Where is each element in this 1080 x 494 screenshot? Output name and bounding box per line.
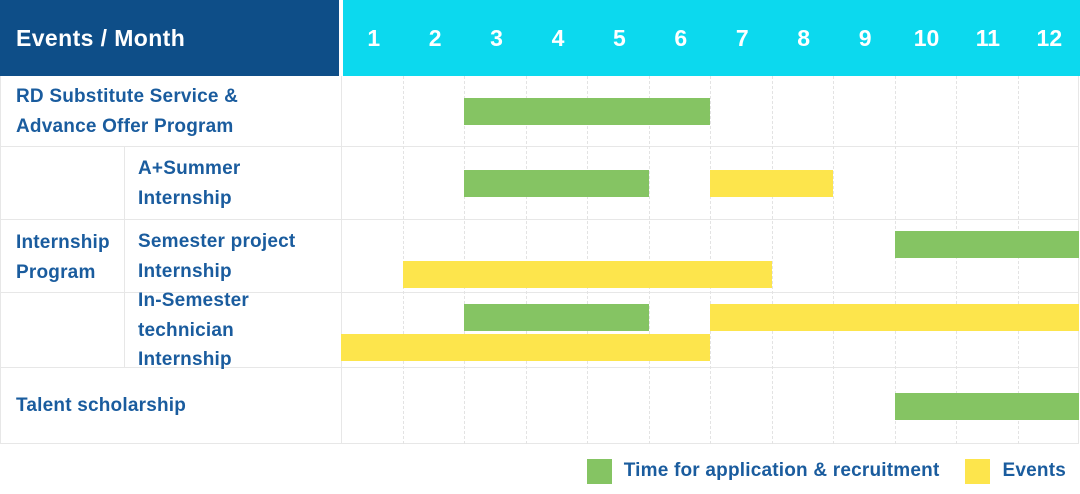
row-label-semester-project: Semester project Internship: [138, 231, 296, 282]
legend-item-recruitment: Time for application & recruitment: [586, 458, 940, 484]
month-header-8: 8: [797, 24, 811, 51]
gantt-bar-events: [402, 261, 772, 288]
table-bottom-border: [0, 443, 1079, 444]
month-header-11: 11: [975, 24, 1001, 51]
month-header-6: 6: [674, 24, 688, 51]
row-group-label-internship-program: Internship Program: [16, 232, 110, 283]
gantt-bar-events: [710, 304, 1079, 331]
gantt-bar-recruitment: [894, 231, 1079, 258]
gantt-bar-recruitment: [464, 304, 649, 331]
row-divider: [0, 292, 1079, 293]
gantt-bar-recruitment: [464, 170, 649, 197]
group-column-divider: [124, 146, 125, 368]
month-header-2: 2: [428, 24, 442, 51]
month-gridline-8: [833, 76, 834, 444]
events-month-label: Events / Month: [16, 24, 186, 51]
month-header-row: 1 2 3 4 5 6 7 8 9 10 11 12: [343, 0, 1080, 76]
month-header-9: 9: [858, 24, 872, 51]
legend: Time for application & recruitment Event…: [586, 455, 1066, 487]
row-divider: [0, 367, 1079, 368]
month-header-10: 10: [913, 24, 940, 51]
month-gridline-5: [648, 76, 650, 444]
month-header-4: 4: [551, 24, 565, 51]
month-gridline-9: [894, 76, 896, 444]
row-label-a-plus-summer: A+Summer Internship: [138, 158, 241, 209]
month-header-3: 3: [490, 24, 503, 51]
label-column-divider: [341, 76, 342, 444]
month-gridline-7: [771, 76, 773, 444]
gantt-bar-recruitment: [464, 98, 710, 125]
month-gridline-1: [402, 76, 404, 444]
month-gridline-10: [956, 76, 957, 444]
legend-item-events: Events: [965, 458, 1066, 484]
gantt-bar-recruitment: [894, 392, 1079, 420]
legend-label-events: Events: [1002, 460, 1066, 481]
month-gridline-11: [1017, 76, 1019, 444]
gantt-bar-events: [710, 170, 833, 197]
month-header-12: 12: [1036, 24, 1063, 51]
row-divider: [0, 146, 1079, 147]
month-gridline-6: [710, 76, 711, 444]
header-events-month: Events / Month: [0, 0, 341, 76]
recruitment-swatch-icon: [586, 458, 612, 484]
row-divider: [0, 219, 1079, 220]
month-gridline-4: [587, 76, 588, 444]
gantt-bar-events: [341, 334, 710, 361]
month-header-5: 5: [613, 24, 626, 51]
month-header-1: 1: [367, 24, 381, 51]
month-header-7: 7: [735, 24, 749, 51]
table-right-border: [1078, 76, 1079, 444]
month-gridline-3: [525, 76, 527, 444]
month-gridline-2: [464, 76, 465, 444]
row-label-rd-substitute: RD Substitute Service & Advance Offer Pr…: [16, 86, 239, 137]
events-swatch-icon: [965, 458, 991, 484]
legend-label-recruitment: Time for application & recruitment: [623, 460, 940, 481]
table-left-border: [0, 76, 1, 444]
row-label-talent-scholarship: Talent scholarship: [16, 394, 187, 416]
row-label-in-semester-technician: In-Semester technician Internship: [138, 290, 249, 371]
